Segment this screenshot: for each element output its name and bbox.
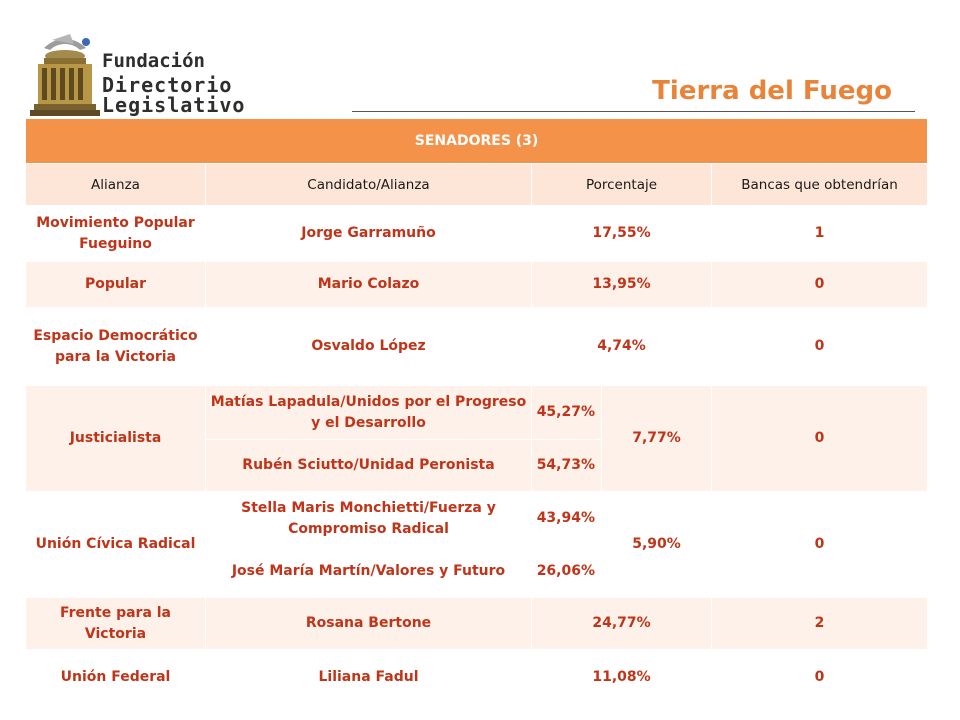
alianza-cell: Justicialista <box>25 385 206 492</box>
alianza-cell: Espacio Democrático para la Victoria <box>25 307 206 386</box>
porcentaje-cell: 5,90% <box>601 491 712 598</box>
table-row: Unión Federal Liliana Fadul 11,08% 0 <box>25 649 929 706</box>
section-title: SENADORES (3) <box>24 118 929 164</box>
sub-candidato-cell: Matías Lapadula/Unidos por el Progreso y… <box>205 385 532 440</box>
porcentaje-cell: 11,08% <box>531 649 712 706</box>
bancas-cell: 0 <box>710 491 929 598</box>
sub-percentage-cell: 54,73% <box>531 439 602 492</box>
porcentaje-cell: 13,95% <box>531 261 712 308</box>
table-row: Justicialista Matías Lapadula/Unidos por… <box>25 385 929 492</box>
column-header-bancas: Bancas que obtendrían <box>710 163 929 206</box>
porcentaje-cell: 7,77% <box>601 385 712 492</box>
sub-candidato-cell: Rubén Sciutto/Unidad Peronista <box>205 439 532 492</box>
table-row: Espacio Democrático para la Victoria Osv… <box>25 307 929 386</box>
logo-line-2: Directorio Legislativo <box>102 73 246 117</box>
bancas-cell: 0 <box>710 261 929 308</box>
column-header-row: Alianza Candidato/Alianza Porcentaje Ban… <box>25 163 929 206</box>
section-header-row: SENADORES (3) <box>24 118 929 164</box>
porcentaje-cell: 24,77% <box>531 597 712 650</box>
alianza-cell: Unión Cívica Radical <box>25 491 206 598</box>
logo-line-1: Fundación <box>102 50 205 72</box>
column-header-candidato: Candidato/Alianza <box>205 163 532 206</box>
alianza-cell: Frente para la Victoria <box>25 597 206 650</box>
porcentaje-cell: 17,55% <box>531 205 712 262</box>
bancas-cell: 1 <box>710 205 929 262</box>
sub-percentage-cell: 43,94% <box>531 491 602 546</box>
candidato-cell: Osvaldo López <box>205 307 532 386</box>
congress-building-icon <box>30 34 100 116</box>
candidato-cell: Liliana Fadul <box>205 649 532 706</box>
alianza-cell: Popular <box>25 261 206 308</box>
foundation-logo: Fundación Directorio Legislativo <box>30 34 350 118</box>
senators-results-table: SENADORES (3) Alianza Candidato/Alianza … <box>24 118 929 706</box>
table-row: Frente para la Victoria Rosana Bertone 2… <box>25 597 929 650</box>
alianza-cell: Movimiento Popular Fueguino <box>25 205 206 262</box>
sub-candidato-cell: José María Martín/Valores y Futuro <box>205 545 532 598</box>
sub-percentage-cell: 26,06% <box>531 545 602 598</box>
porcentaje-cell: 4,74% <box>531 307 712 386</box>
table-row: Unión Cívica Radical Stella Maris Monchi… <box>25 491 929 598</box>
sub-percentage-cell: 45,27% <box>531 385 602 440</box>
region-title: Tierra del Fuego <box>652 76 892 106</box>
column-header-alianza: Alianza <box>25 163 206 206</box>
sub-candidato-cell: Stella Maris Monchietti/Fuerza y Comprom… <box>205 491 532 546</box>
bancas-cell: 2 <box>710 597 929 650</box>
alianza-cell: Unión Federal <box>25 649 206 706</box>
bancas-cell: 0 <box>710 307 929 386</box>
table-row: Movimiento Popular Fueguino Jorge Garram… <box>25 205 929 262</box>
candidato-cell: Jorge Garramuño <box>205 205 532 262</box>
candidato-cell: Mario Colazo <box>205 261 532 308</box>
column-header-porcentaje: Porcentaje <box>531 163 712 206</box>
bancas-cell: 0 <box>710 385 929 492</box>
candidato-cell: Rosana Bertone <box>205 597 532 650</box>
table-row: Popular Mario Colazo 13,95% 0 <box>25 261 929 308</box>
table-row: José María Martín/Valores y Futuro 26,06… <box>26 545 928 598</box>
table-row: Rubén Sciutto/Unidad Peronista 54,73% <box>26 439 928 492</box>
title-divider <box>352 111 915 112</box>
bancas-cell: 0 <box>710 649 929 706</box>
